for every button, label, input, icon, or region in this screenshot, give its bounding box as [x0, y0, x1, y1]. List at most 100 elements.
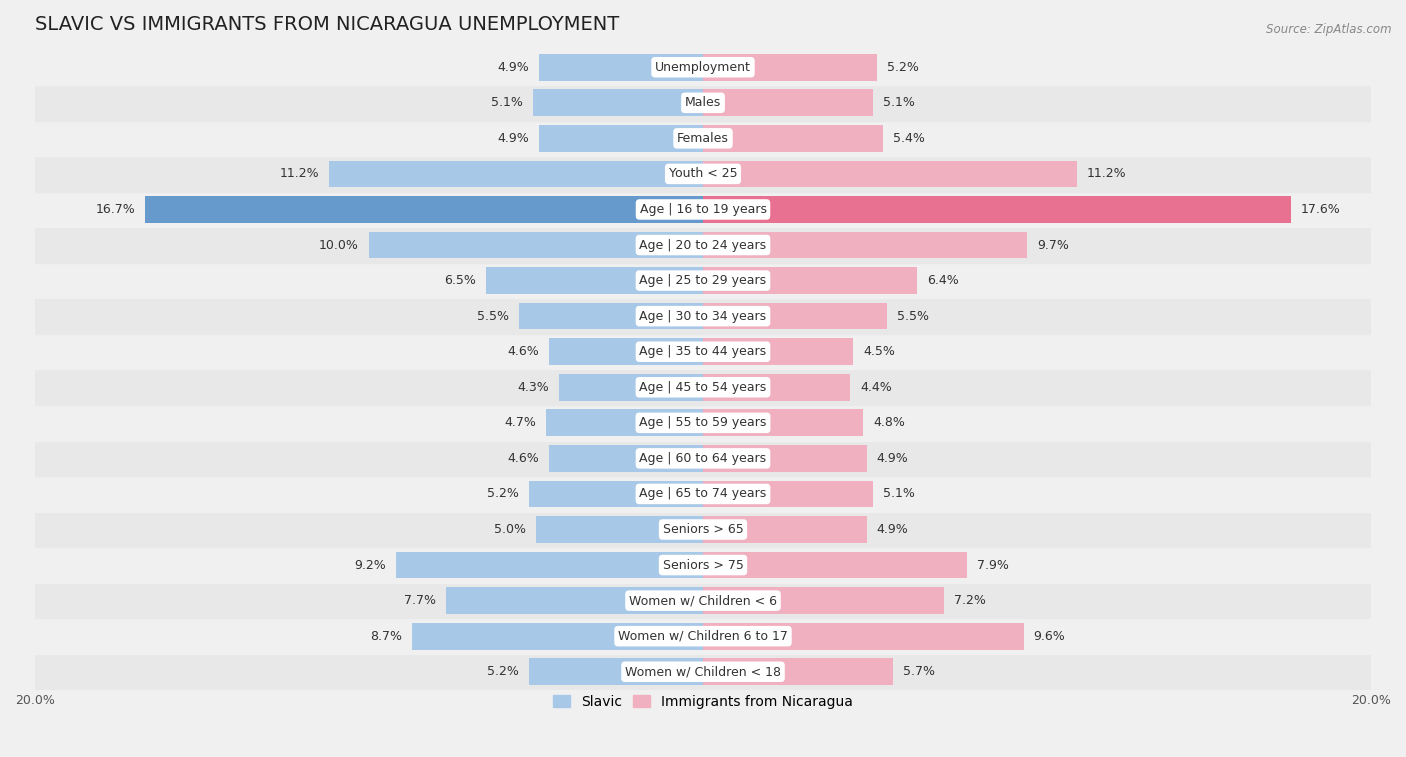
Bar: [703, 160, 1077, 187]
Text: Women w/ Children < 6: Women w/ Children < 6: [628, 594, 778, 607]
Text: Age | 30 to 34 years: Age | 30 to 34 years: [640, 310, 766, 322]
Text: 5.2%: 5.2%: [488, 488, 519, 500]
Bar: [703, 125, 883, 151]
Text: 4.8%: 4.8%: [873, 416, 905, 429]
Bar: [529, 481, 703, 507]
Bar: [540, 125, 703, 151]
Bar: [529, 659, 703, 685]
Bar: [546, 410, 703, 436]
Bar: [703, 659, 893, 685]
Text: Age | 45 to 54 years: Age | 45 to 54 years: [640, 381, 766, 394]
Bar: [536, 516, 703, 543]
Text: 4.4%: 4.4%: [860, 381, 891, 394]
Text: 4.9%: 4.9%: [498, 132, 529, 145]
Text: 4.7%: 4.7%: [505, 416, 536, 429]
Text: Women w/ Children 6 to 17: Women w/ Children 6 to 17: [619, 630, 787, 643]
Text: 11.2%: 11.2%: [1087, 167, 1126, 180]
Text: 5.1%: 5.1%: [883, 488, 915, 500]
Text: 7.7%: 7.7%: [404, 594, 436, 607]
Text: 5.2%: 5.2%: [488, 665, 519, 678]
Bar: [35, 618, 1371, 654]
Text: 5.1%: 5.1%: [883, 96, 915, 109]
Text: Youth < 25: Youth < 25: [669, 167, 737, 180]
Text: 7.9%: 7.9%: [977, 559, 1008, 572]
Text: Age | 20 to 24 years: Age | 20 to 24 years: [640, 238, 766, 251]
Bar: [145, 196, 703, 223]
Bar: [446, 587, 703, 614]
Bar: [35, 156, 1371, 192]
Bar: [329, 160, 703, 187]
Bar: [412, 623, 703, 650]
Text: 8.7%: 8.7%: [370, 630, 402, 643]
Bar: [703, 516, 866, 543]
Bar: [35, 405, 1371, 441]
Text: Seniors > 65: Seniors > 65: [662, 523, 744, 536]
Bar: [35, 85, 1371, 120]
Text: 5.4%: 5.4%: [893, 132, 925, 145]
Text: 6.4%: 6.4%: [927, 274, 959, 287]
Bar: [540, 54, 703, 80]
Bar: [703, 410, 863, 436]
Bar: [703, 303, 887, 329]
Bar: [35, 120, 1371, 156]
Text: Age | 60 to 64 years: Age | 60 to 64 years: [640, 452, 766, 465]
Text: 9.7%: 9.7%: [1038, 238, 1069, 251]
Text: Age | 55 to 59 years: Age | 55 to 59 years: [640, 416, 766, 429]
Bar: [35, 512, 1371, 547]
Text: 10.0%: 10.0%: [319, 238, 359, 251]
Text: Women w/ Children < 18: Women w/ Children < 18: [626, 665, 780, 678]
Bar: [703, 196, 1291, 223]
Text: Age | 25 to 29 years: Age | 25 to 29 years: [640, 274, 766, 287]
Text: 4.9%: 4.9%: [498, 61, 529, 73]
Text: 4.3%: 4.3%: [517, 381, 550, 394]
Bar: [35, 298, 1371, 334]
Text: 5.5%: 5.5%: [897, 310, 929, 322]
Bar: [35, 192, 1371, 227]
Text: 5.7%: 5.7%: [904, 665, 935, 678]
Bar: [560, 374, 703, 400]
Bar: [35, 263, 1371, 298]
Text: 4.6%: 4.6%: [508, 345, 540, 358]
Text: 4.9%: 4.9%: [877, 452, 908, 465]
Text: 4.5%: 4.5%: [863, 345, 896, 358]
Text: 17.6%: 17.6%: [1301, 203, 1341, 216]
Bar: [703, 89, 873, 116]
Legend: Slavic, Immigrants from Nicaragua: Slavic, Immigrants from Nicaragua: [548, 690, 858, 715]
Text: 7.2%: 7.2%: [953, 594, 986, 607]
Text: Age | 35 to 44 years: Age | 35 to 44 years: [640, 345, 766, 358]
Text: 6.5%: 6.5%: [444, 274, 475, 287]
Bar: [35, 654, 1371, 690]
Bar: [35, 547, 1371, 583]
Bar: [703, 587, 943, 614]
Text: 5.1%: 5.1%: [491, 96, 523, 109]
Text: SLAVIC VS IMMIGRANTS FROM NICARAGUA UNEMPLOYMENT: SLAVIC VS IMMIGRANTS FROM NICARAGUA UNEM…: [35, 15, 619, 34]
Bar: [703, 623, 1024, 650]
Bar: [519, 303, 703, 329]
Bar: [533, 89, 703, 116]
Bar: [703, 481, 873, 507]
Text: Age | 16 to 19 years: Age | 16 to 19 years: [640, 203, 766, 216]
Bar: [703, 445, 866, 472]
Text: 9.6%: 9.6%: [1033, 630, 1066, 643]
Bar: [703, 552, 967, 578]
Text: Seniors > 75: Seniors > 75: [662, 559, 744, 572]
Bar: [550, 338, 703, 365]
Bar: [703, 338, 853, 365]
Text: Males: Males: [685, 96, 721, 109]
Bar: [395, 552, 703, 578]
Text: Source: ZipAtlas.com: Source: ZipAtlas.com: [1267, 23, 1392, 36]
Text: Age | 65 to 74 years: Age | 65 to 74 years: [640, 488, 766, 500]
Bar: [703, 54, 877, 80]
Text: 4.6%: 4.6%: [508, 452, 540, 465]
Text: 5.2%: 5.2%: [887, 61, 918, 73]
Bar: [35, 476, 1371, 512]
Bar: [35, 583, 1371, 618]
Text: 9.2%: 9.2%: [354, 559, 385, 572]
Bar: [368, 232, 703, 258]
Bar: [550, 445, 703, 472]
Bar: [35, 441, 1371, 476]
Text: 11.2%: 11.2%: [280, 167, 319, 180]
Text: 4.9%: 4.9%: [877, 523, 908, 536]
Bar: [486, 267, 703, 294]
Bar: [35, 227, 1371, 263]
